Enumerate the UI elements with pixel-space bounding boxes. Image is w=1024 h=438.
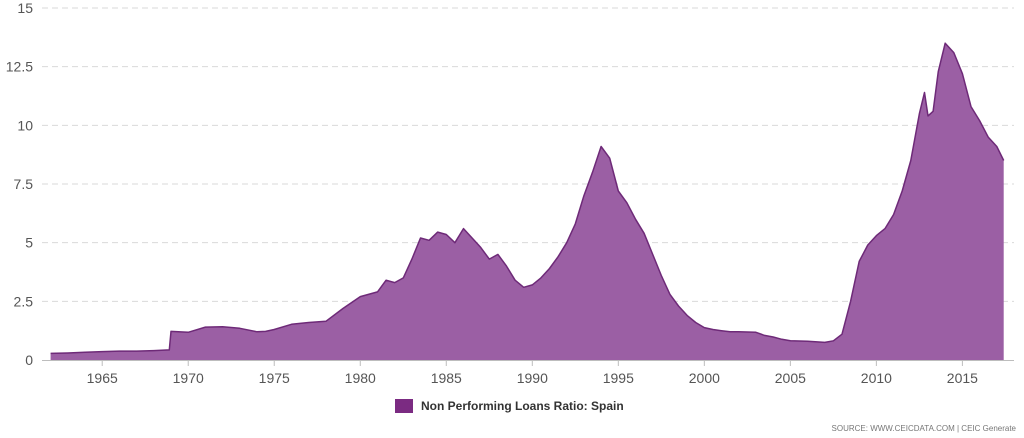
y-tick-label: 10: [17, 117, 33, 133]
x-tick-label: 1995: [603, 370, 634, 386]
x-tick-label: 1975: [259, 370, 290, 386]
source-credit: SOURCE: WWW.CEICDATA.COM | CEIC Generate: [831, 424, 1016, 433]
legend-swatch: [395, 399, 413, 413]
legend-label: Non Performing Loans Ratio: Spain: [421, 399, 624, 413]
series-area-fill: [50, 43, 1004, 360]
x-tick-label: 2000: [689, 370, 720, 386]
x-tick-label: 1990: [517, 370, 548, 386]
x-tick-label: 2010: [861, 370, 892, 386]
y-tick-label: 5: [25, 235, 33, 251]
series-line: [50, 42, 1005, 355]
legend[interactable]: Non Performing Loans Ratio: Spain: [395, 399, 624, 413]
x-tick-label: 2015: [947, 370, 978, 386]
axes: 0 2.5 5 7.5 10 12.5 15 1965 1970 1975 1980 1985 1990…: [6, 0, 1014, 386]
y-tick-label: 2.5: [14, 293, 34, 309]
series-area: [50, 42, 1005, 360]
x-tick-label: 1985: [431, 370, 462, 386]
y-tick-label: 0: [25, 352, 33, 368]
y-tick-label: 7.5: [14, 176, 34, 192]
y-tick-label: 12.5: [6, 59, 33, 75]
y-tick-label: 15: [17, 0, 33, 16]
x-tick-label: 2005: [775, 370, 806, 386]
x-tick-label: 1970: [173, 370, 204, 386]
x-tick-label: 1965: [87, 370, 118, 386]
x-tick-label: 1980: [345, 370, 376, 386]
